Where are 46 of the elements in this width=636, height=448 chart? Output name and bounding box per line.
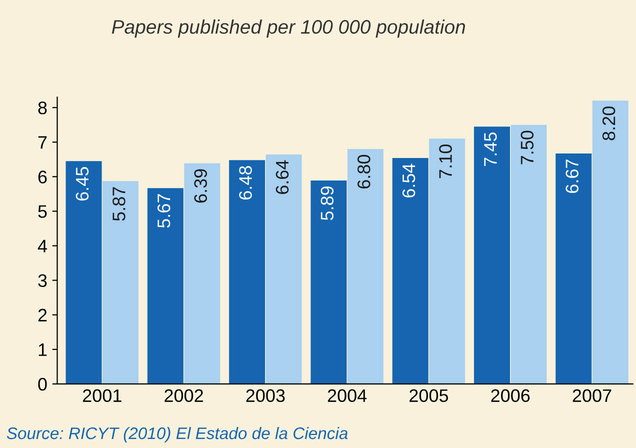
bar bbox=[66, 161, 102, 384]
data-label: 7.50 bbox=[520, 130, 534, 164]
data-label: 6.64 bbox=[276, 160, 289, 194]
data-label: 6.80 bbox=[358, 154, 370, 188]
data-label: 5.89 bbox=[320, 186, 334, 220]
bar bbox=[392, 158, 428, 384]
y-tick-label: 8 bbox=[38, 102, 47, 114]
bar bbox=[556, 154, 592, 384]
data-label: 7.45 bbox=[484, 132, 497, 166]
bar bbox=[429, 138, 466, 384]
y-tick-label: 1 bbox=[38, 344, 47, 356]
data-label: 6.67 bbox=[566, 160, 578, 193]
y-tick-label: 5 bbox=[38, 205, 47, 218]
data-label: 7.10 bbox=[439, 144, 452, 178]
bar bbox=[592, 100, 628, 384]
bar bbox=[347, 149, 384, 384]
bar bbox=[229, 160, 266, 384]
y-tick-label: 4 bbox=[38, 240, 47, 252]
bar bbox=[310, 180, 347, 384]
y-tick-label: 6 bbox=[38, 170, 47, 184]
x-tick-label: 2001 bbox=[82, 389, 122, 402]
bar bbox=[510, 124, 547, 384]
y-tick-label: 3 bbox=[38, 274, 47, 288]
bar bbox=[184, 163, 220, 384]
data-label: 8.20 bbox=[602, 106, 616, 140]
y-tick-label: 0 bbox=[38, 378, 47, 391]
data-label: 6.54 bbox=[402, 164, 416, 198]
x-tick-label: 2004 bbox=[328, 389, 367, 402]
data-label: 5.67 bbox=[157, 194, 170, 228]
bar bbox=[474, 126, 510, 384]
data-label: 6.39 bbox=[194, 169, 207, 203]
y-tick-label: 2 bbox=[38, 308, 47, 322]
x-tick-label: 2006 bbox=[491, 389, 530, 402]
bar bbox=[147, 188, 184, 384]
data-label: 6.45 bbox=[76, 167, 89, 201]
x-tick-label: 2005 bbox=[410, 389, 448, 402]
x-tick-label: 2002 bbox=[164, 389, 203, 402]
data-label: 6.48 bbox=[239, 166, 252, 200]
x-tick-label: 2003 bbox=[246, 389, 285, 402]
chart-title: Papers published per 100 000 population bbox=[112, 20, 466, 38]
bar bbox=[266, 154, 302, 384]
data-label: 5.87 bbox=[112, 187, 126, 221]
y-tick-label: 7 bbox=[38, 136, 47, 149]
bar bbox=[102, 181, 139, 384]
source-note: Source: RICYT (2010) El Estado de la Ciencia bbox=[6, 426, 348, 442]
x-tick-label: 2007 bbox=[572, 389, 612, 402]
